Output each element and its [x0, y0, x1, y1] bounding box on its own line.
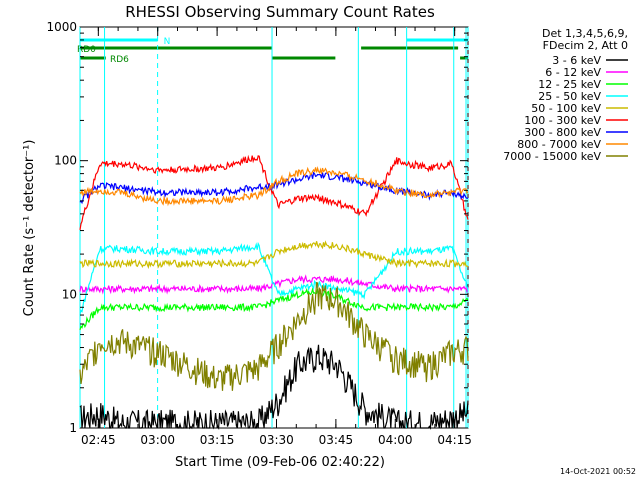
legend-entry-label: 50 - 100 keV: [531, 102, 601, 115]
y-axis-label: Count Rate (s⁻¹ detector⁻¹): [22, 140, 37, 317]
legend-header: Det 1,3,4,5,6,9,: [542, 27, 628, 40]
y-axis: 1000 100 10 1: [46, 20, 468, 435]
x-tick-label: 02:45: [81, 433, 116, 447]
y-tick-label: 10: [62, 287, 77, 301]
legend-header: FDecim 2, Att 0: [543, 39, 628, 52]
series-line: [79, 154, 469, 230]
legend-entry-label: 100 - 300 keV: [524, 114, 601, 127]
legend-entry-label: 7000 - 15000 keV: [503, 150, 601, 163]
x-tick-label: 04:15: [437, 433, 472, 447]
x-axis-label: Start Time (09-Feb-06 02:40:22): [175, 455, 385, 470]
series-line: [79, 281, 469, 391]
series-line: [79, 240, 469, 270]
x-axis: 02:45 03:00 03:15 03:30 03:45 04:00 04:15: [81, 27, 472, 447]
x-tick-label: 03:15: [200, 433, 235, 447]
legend-entry-label: 800 - 7000 keV: [517, 138, 601, 151]
series-layer: [79, 154, 469, 430]
annotation-layer: N RD0 RD6: [77, 37, 468, 65]
y-tick-label: 100: [54, 154, 77, 168]
legend-entry-label: 12 - 25 keV: [538, 78, 601, 91]
annotation-label: RD0: [77, 45, 96, 55]
legend-entry-label: 25 - 50 keV: [538, 90, 601, 103]
annotation-label: RD6: [110, 55, 129, 65]
footer-timestamp: 14-Oct-2021 00:52: [560, 467, 636, 476]
x-tick-label: 04:00: [378, 433, 413, 447]
series-line: [79, 286, 469, 331]
x-tick-label: 03:30: [259, 433, 294, 447]
legend-entry-label: 3 - 6 keV: [552, 54, 601, 67]
vertical-lines: [79, 27, 469, 428]
series-line: [79, 166, 469, 207]
x-tick-label: 03:45: [319, 433, 354, 447]
y-tick-label: 1: [69, 421, 77, 435]
chart-title: RHESSI Observing Summary Count Rates: [125, 3, 435, 21]
x-tick-label: 03:00: [140, 433, 175, 447]
legend-entry-label: 300 - 800 keV: [524, 126, 601, 139]
series-line: [79, 241, 469, 315]
y-tick-label: 1000: [46, 20, 77, 34]
annotation-label: N: [164, 37, 171, 47]
legend-entry-label: 6 - 12 keV: [545, 66, 601, 79]
series-line: [79, 344, 469, 430]
legend: Det 1,3,4,5,6,9,FDecim 2, Att 0 3 - 6 keV…: [503, 27, 628, 163]
